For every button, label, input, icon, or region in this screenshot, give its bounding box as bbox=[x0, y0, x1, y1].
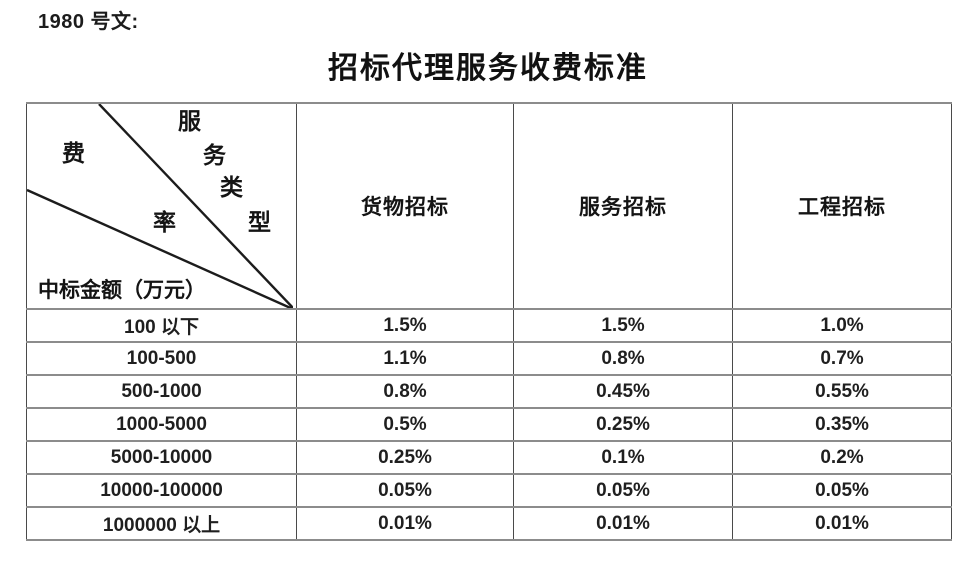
doc-number-label: 1980 号文: bbox=[38, 11, 139, 33]
service-type-char: 务 bbox=[203, 143, 226, 168]
fee-value-cell: 0.7% bbox=[732, 341, 952, 376]
diagonal-lines bbox=[27, 105, 293, 307]
row-range-cell: 10000-100000 bbox=[26, 473, 297, 508]
fee-table: 服 务 类 型 费 率 中标金额（万元） 货物招标 服务招标 工程招标 100 … bbox=[26, 102, 952, 541]
col-header-engineering: 工程招标 bbox=[732, 102, 952, 310]
fee-value-cell: 0.01% bbox=[513, 506, 733, 541]
table-row: 100-500 1.1% 0.8% 0.7% bbox=[26, 341, 952, 376]
fee-value-cell: 0.8% bbox=[513, 341, 733, 376]
fee-value-cell: 0.55% bbox=[732, 374, 952, 409]
fee-value-cell: 0.05% bbox=[513, 473, 733, 508]
fee-value-cell: 0.5% bbox=[296, 407, 514, 442]
row-range-cell: 1000000 以上 bbox=[26, 506, 297, 541]
page-title: 招标代理服务收费标准 bbox=[328, 52, 648, 85]
fee-value-cell: 0.35% bbox=[732, 407, 952, 442]
fee-value-cell: 1.5% bbox=[513, 308, 733, 343]
row-range-cell: 5000-10000 bbox=[26, 440, 297, 475]
fee-value-cell: 0.01% bbox=[296, 506, 514, 541]
col-header-goods: 货物招标 bbox=[296, 102, 514, 310]
table-row: 1000-5000 0.5% 0.25% 0.35% bbox=[26, 407, 952, 442]
table-row: 100 以下 1.5% 1.5% 1.0% bbox=[26, 308, 952, 343]
fee-rate-char: 费 bbox=[62, 141, 85, 166]
row-range-cell: 100-500 bbox=[26, 341, 297, 376]
service-type-char: 类 bbox=[220, 175, 243, 200]
fee-value-cell: 0.25% bbox=[513, 407, 733, 442]
header-row: 服 务 类 型 费 率 中标金额（万元） 货物招标 服务招标 工程招标 bbox=[26, 102, 952, 310]
service-type-char: 服 bbox=[178, 109, 201, 134]
fee-value-cell: 0.8% bbox=[296, 374, 514, 409]
fee-value-cell: 1.1% bbox=[296, 341, 514, 376]
bid-amount-label: 中标金额（万元） bbox=[38, 278, 206, 302]
table-row: 500-1000 0.8% 0.45% 0.55% bbox=[26, 374, 952, 409]
service-type-char: 型 bbox=[248, 210, 271, 235]
fee-value-cell: 1.0% bbox=[732, 308, 952, 343]
row-range-cell: 100 以下 bbox=[26, 308, 297, 343]
col-header-services: 服务招标 bbox=[513, 102, 733, 310]
fee-value-cell: 0.01% bbox=[732, 506, 952, 541]
table-row: 10000-100000 0.05% 0.05% 0.05% bbox=[26, 473, 952, 508]
row-range-cell: 1000-5000 bbox=[26, 407, 297, 442]
fee-value-cell: 0.05% bbox=[296, 473, 514, 508]
fee-value-cell: 0.1% bbox=[513, 440, 733, 475]
table-row: 5000-10000 0.25% 0.1% 0.2% bbox=[26, 440, 952, 475]
fee-value-cell: 0.25% bbox=[296, 440, 514, 475]
fee-value-cell: 1.5% bbox=[296, 308, 514, 343]
diagonal-line-upper bbox=[98, 105, 293, 307]
table-row: 1000000 以上 0.01% 0.01% 0.01% bbox=[26, 506, 952, 541]
diagonal-line-lower bbox=[27, 188, 292, 307]
fee-value-cell: 0.05% bbox=[732, 473, 952, 508]
fee-value-cell: 0.2% bbox=[732, 440, 952, 475]
fee-value-cell: 0.45% bbox=[513, 374, 733, 409]
fee-rate-char: 率 bbox=[153, 210, 176, 235]
row-range-cell: 500-1000 bbox=[26, 374, 297, 409]
corner-header-cell: 服 务 类 型 费 率 中标金额（万元） bbox=[26, 102, 297, 310]
